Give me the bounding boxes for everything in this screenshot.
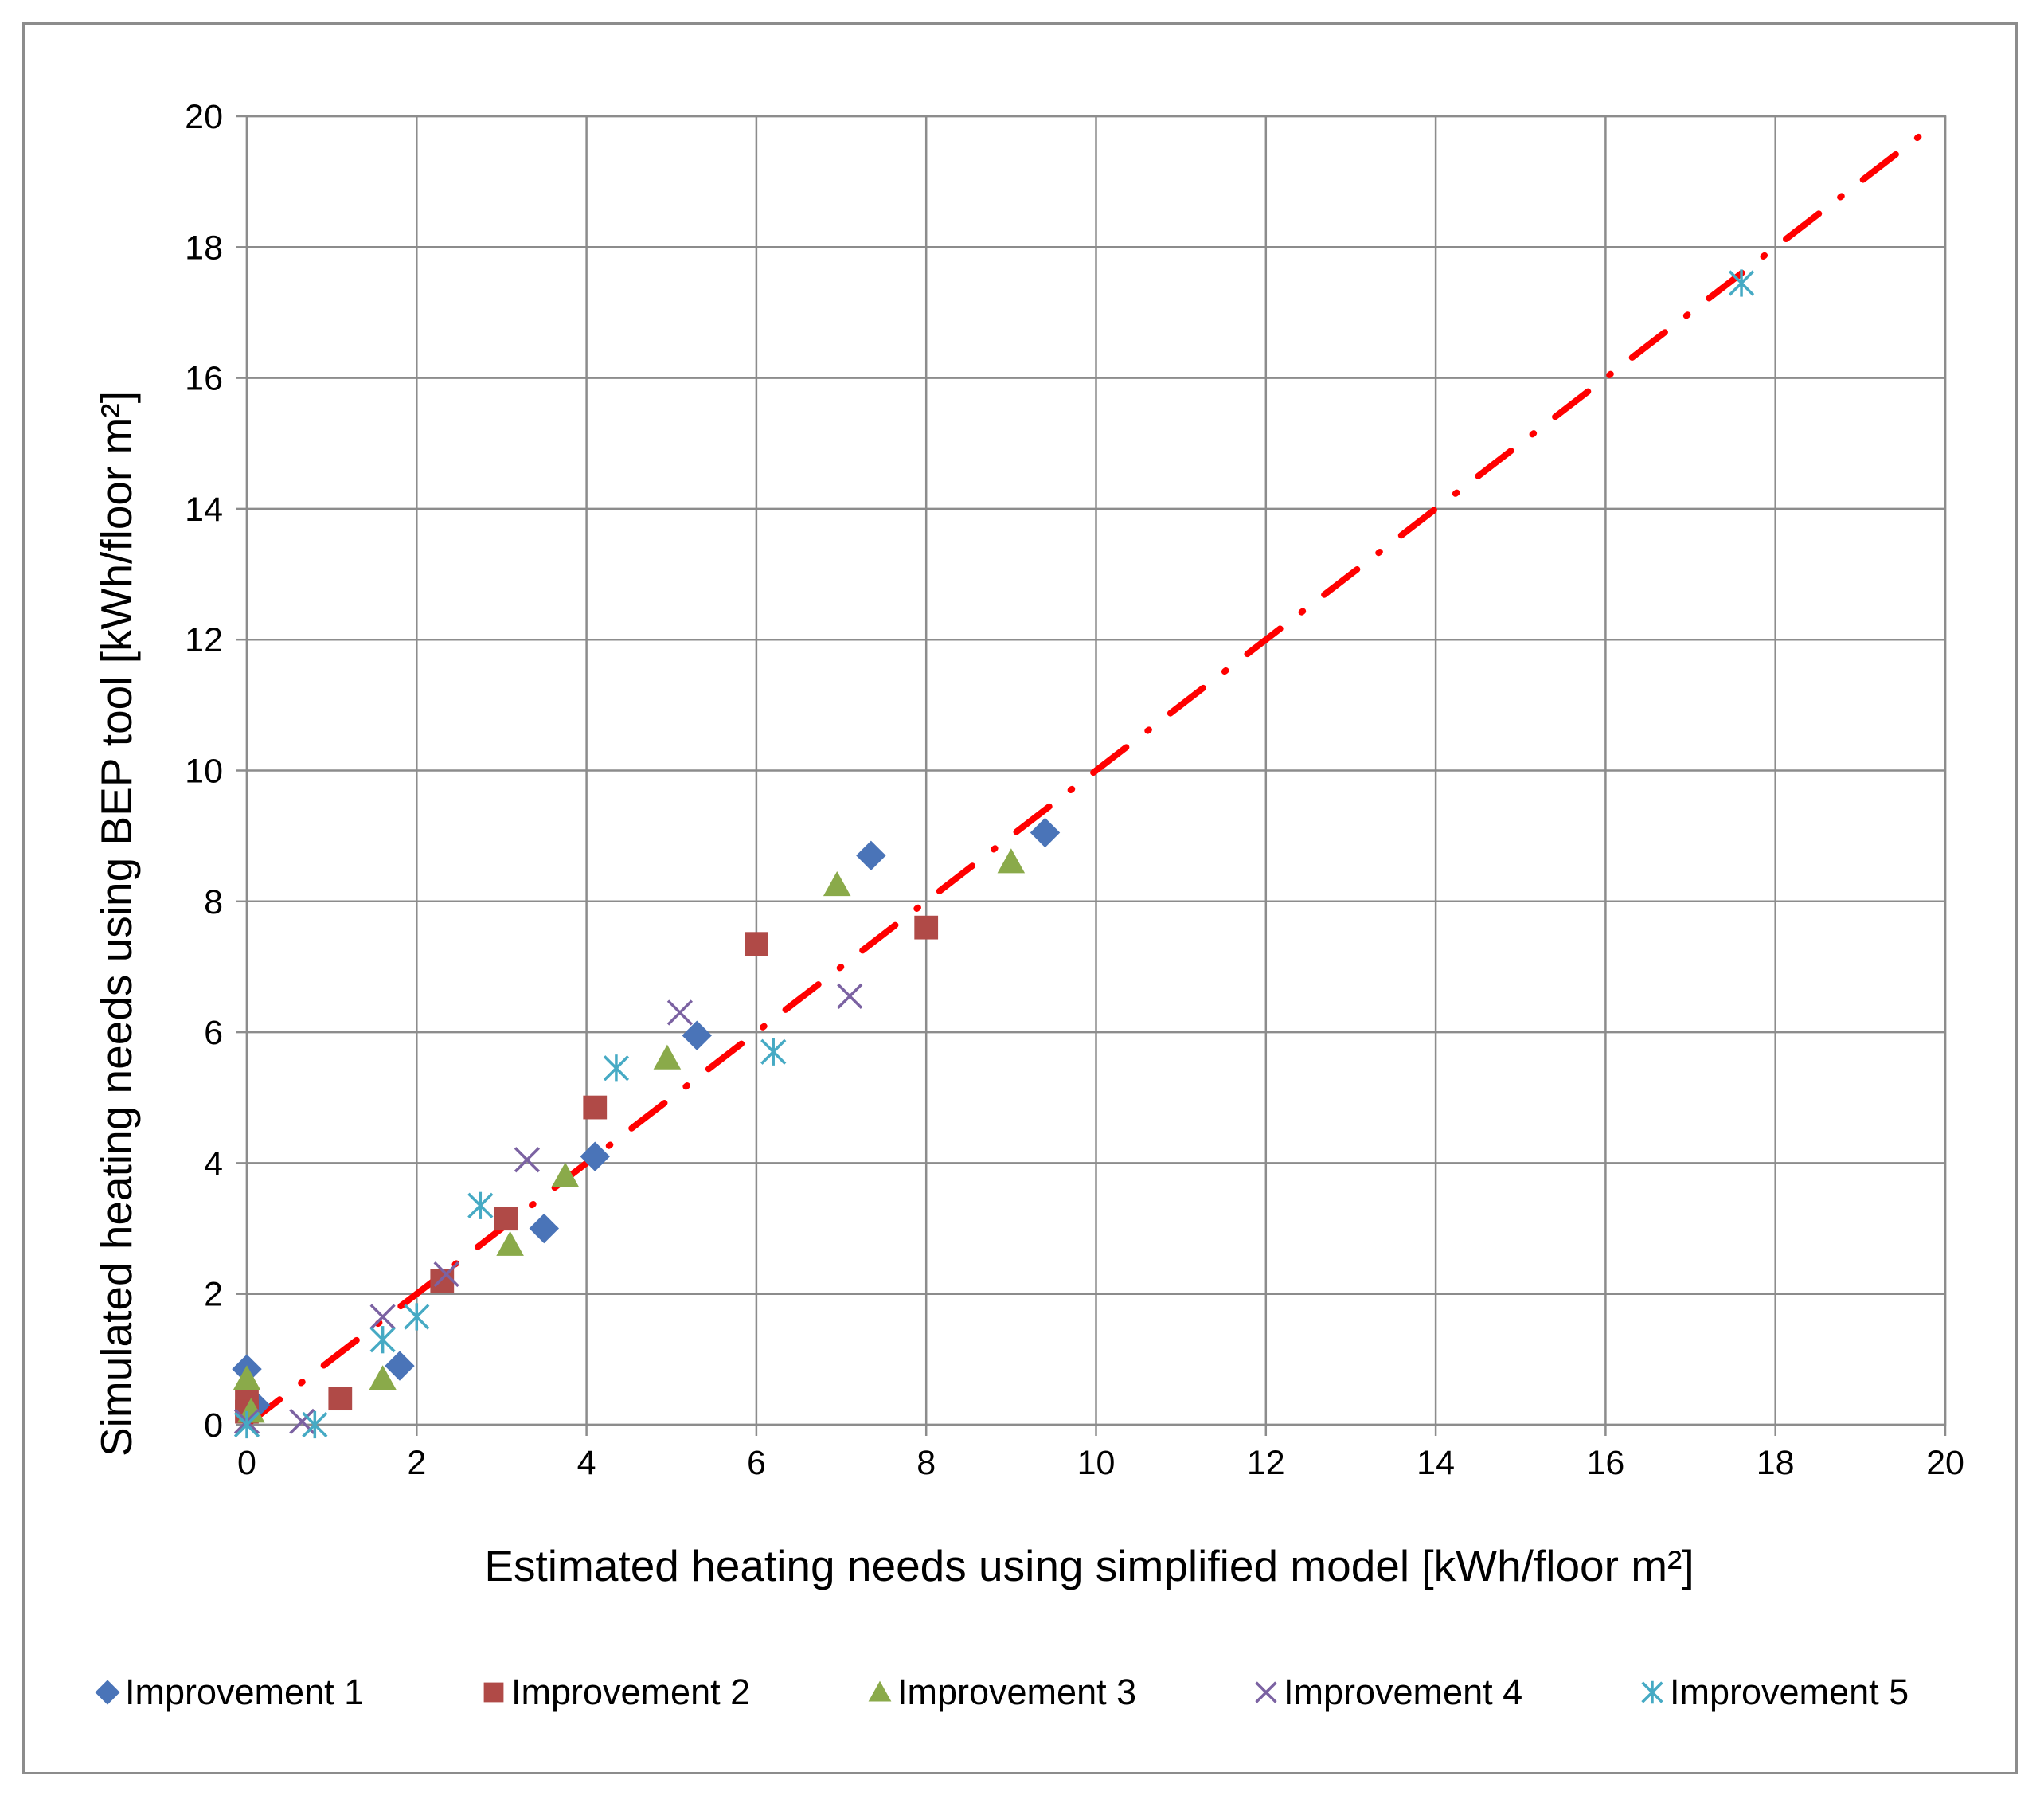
- x-tick-label: 0: [237, 1444, 256, 1482]
- legend-marker: [483, 1682, 504, 1703]
- legend: Improvement 1 Improvement 2 Improvement 3 I…: [95, 1672, 1909, 1712]
- y-tick-label: 16: [185, 360, 223, 398]
- data-point: [1030, 817, 1061, 848]
- series-3: [233, 848, 1026, 1423]
- y-tick-label: 0: [204, 1406, 223, 1445]
- x-tick-label: 12: [1247, 1444, 1285, 1482]
- data-point: [233, 1365, 261, 1390]
- y-tick-label: 8: [204, 883, 223, 921]
- legend-item: Improvement 3: [868, 1672, 1136, 1712]
- data-point: [369, 1365, 397, 1390]
- data-points: [232, 269, 1755, 1439]
- data-point: [997, 848, 1026, 874]
- x-tick-label: 10: [1077, 1444, 1116, 1482]
- legend-label: Improvement 5: [1670, 1672, 1909, 1712]
- data-point: [745, 932, 768, 956]
- data-point: [760, 1038, 787, 1066]
- legend-label: Improvement 1: [125, 1672, 364, 1712]
- data-point: [467, 1191, 494, 1219]
- series-2: [235, 915, 939, 1424]
- data-point: [856, 840, 886, 871]
- series-1: [232, 817, 1061, 1421]
- x-axis-title: Estimated heating needs using simplified…: [484, 1541, 1694, 1590]
- data-point: [369, 1326, 396, 1354]
- data-point: [914, 915, 939, 940]
- data-point: [551, 1162, 580, 1187]
- y-tick-label: 14: [185, 491, 223, 529]
- data-point: [666, 999, 694, 1026]
- x-tick-label: 18: [1757, 1444, 1795, 1482]
- legend-item: Improvement 4: [1255, 1672, 1522, 1712]
- data-point: [529, 1213, 559, 1244]
- x-tick-label: 2: [407, 1444, 426, 1482]
- series-4: [233, 983, 863, 1435]
- y-tick-label: 20: [185, 98, 223, 136]
- data-point: [496, 1230, 524, 1256]
- tick-labels: 0 2 4 6 8 10 12 14 16 18 20 0 2 4 6 8 10 12 14 16 18 20: [185, 98, 1964, 1482]
- legend-item: Improvement 2: [483, 1672, 750, 1712]
- series-5: [233, 269, 1755, 1439]
- data-point: [237, 1398, 265, 1423]
- legend-label: Improvement 3: [897, 1672, 1136, 1712]
- legend-item: Improvement 5: [1641, 1672, 1909, 1712]
- legend-marker: [1255, 1681, 1277, 1703]
- x-tick-label: 8: [916, 1444, 936, 1482]
- legend-label: Improvement 4: [1284, 1672, 1522, 1712]
- reference-line: [244, 126, 1932, 1428]
- data-point: [369, 1304, 396, 1330]
- data-point: [653, 1044, 682, 1070]
- y-tick-label: 12: [185, 621, 223, 659]
- y-tick-label: 6: [204, 1014, 223, 1052]
- data-point: [233, 1410, 260, 1439]
- data-point: [430, 1269, 455, 1293]
- plot-border: [245, 115, 1947, 1426]
- data-point: [302, 1410, 328, 1439]
- x-tick-label: 14: [1417, 1444, 1455, 1482]
- legend-item: Improvement 1: [95, 1672, 364, 1712]
- data-point: [404, 1303, 430, 1331]
- y-tick-label: 4: [204, 1144, 223, 1183]
- y-tick-label: 10: [185, 753, 223, 791]
- x-tick-label: 6: [747, 1444, 766, 1482]
- reference-line-path: [244, 126, 1932, 1428]
- data-point: [514, 1147, 541, 1173]
- data-point: [494, 1207, 518, 1231]
- data-point: [823, 870, 851, 897]
- y-axis-title: Simulated heating needs using BEP tool […: [92, 391, 141, 1457]
- data-point: [328, 1387, 353, 1411]
- data-point: [837, 983, 863, 1010]
- y-tick-label: 18: [185, 229, 223, 267]
- data-point: [682, 1020, 712, 1050]
- data-point: [433, 1261, 459, 1288]
- data-point: [1728, 269, 1755, 297]
- axes: [236, 115, 1947, 1436]
- x-tick-label: 20: [1926, 1444, 1964, 1482]
- x-tick-label: 4: [577, 1444, 596, 1482]
- data-point: [580, 1141, 610, 1171]
- legend-marker: [868, 1680, 892, 1702]
- legend-marker: [95, 1680, 120, 1705]
- data-point: [603, 1054, 630, 1082]
- legend-marker: [1641, 1680, 1663, 1704]
- data-point: [583, 1095, 608, 1120]
- y-tick-label: 2: [204, 1276, 223, 1314]
- x-tick-label: 16: [1586, 1444, 1624, 1482]
- legend-label: Improvement 2: [511, 1672, 750, 1712]
- data-point: [385, 1351, 415, 1381]
